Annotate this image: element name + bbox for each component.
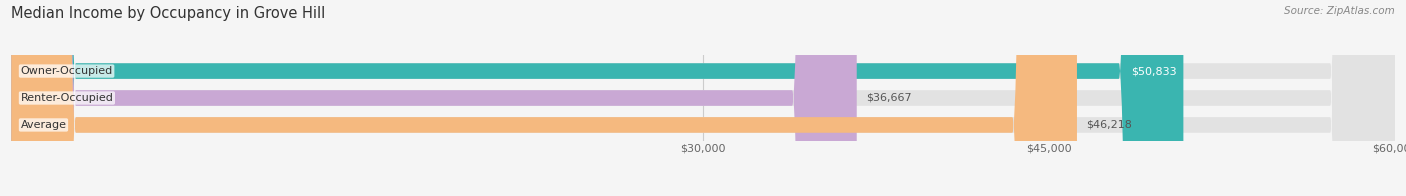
FancyBboxPatch shape: [11, 0, 1395, 196]
FancyBboxPatch shape: [11, 0, 1395, 196]
Text: Source: ZipAtlas.com: Source: ZipAtlas.com: [1284, 6, 1395, 16]
FancyBboxPatch shape: [11, 0, 1184, 196]
FancyBboxPatch shape: [11, 0, 856, 196]
FancyBboxPatch shape: [11, 0, 1077, 196]
FancyBboxPatch shape: [11, 0, 1395, 196]
Text: $50,833: $50,833: [1130, 66, 1177, 76]
Text: $36,667: $36,667: [866, 93, 911, 103]
Text: Renter-Occupied: Renter-Occupied: [21, 93, 114, 103]
Text: Owner-Occupied: Owner-Occupied: [21, 66, 112, 76]
Text: Average: Average: [21, 120, 66, 130]
Text: $46,218: $46,218: [1087, 120, 1132, 130]
Text: Median Income by Occupancy in Grove Hill: Median Income by Occupancy in Grove Hill: [11, 6, 326, 21]
